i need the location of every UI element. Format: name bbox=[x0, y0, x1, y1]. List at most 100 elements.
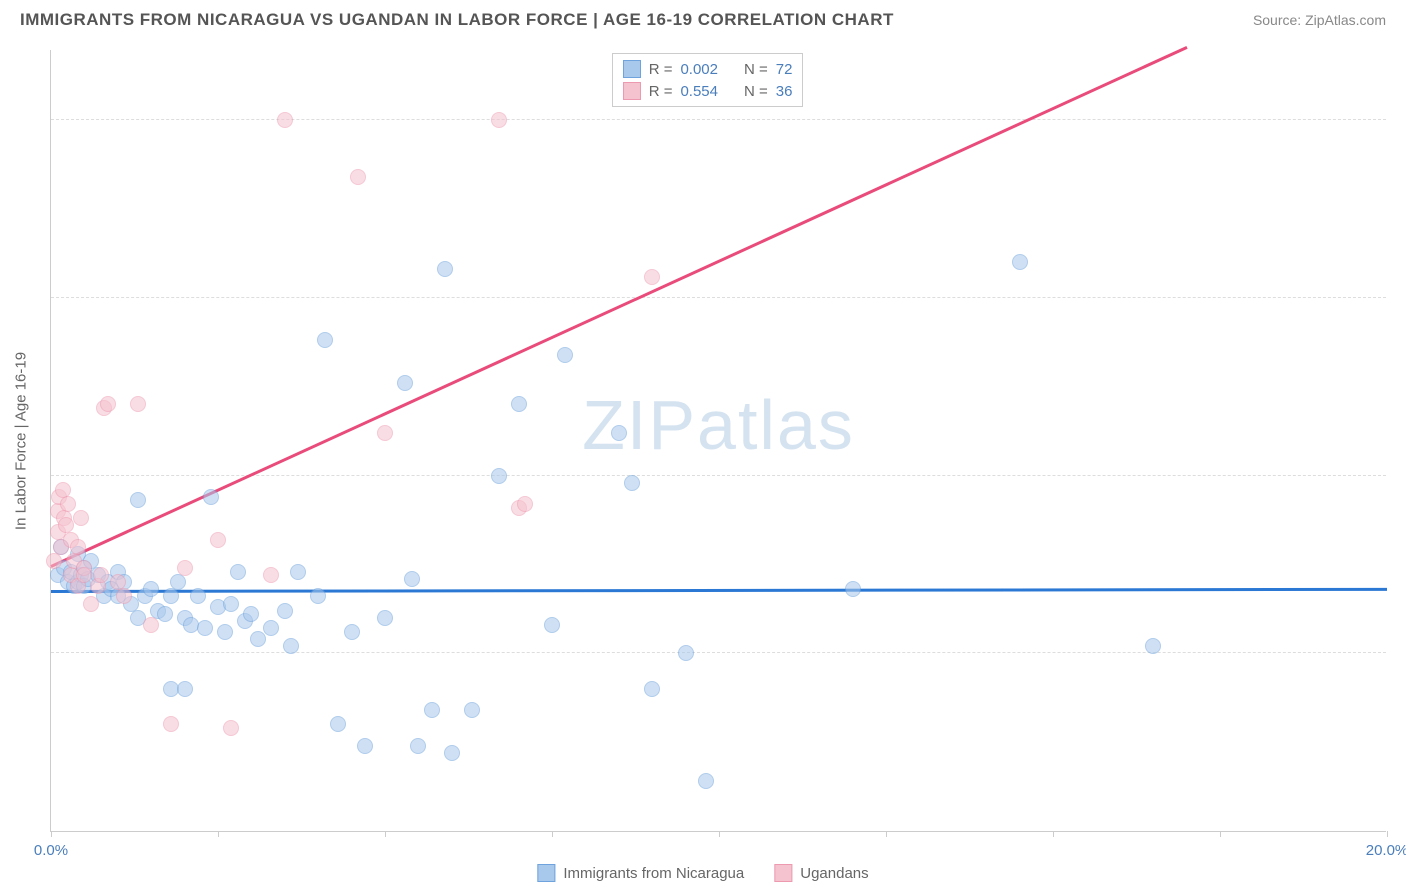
correlation-legend: R = 0.002 N = 72 R = 0.554 N = 36 bbox=[612, 53, 804, 107]
x-tick bbox=[886, 831, 887, 837]
data-point bbox=[310, 588, 326, 604]
data-point bbox=[263, 567, 279, 583]
data-point bbox=[70, 539, 86, 555]
data-point bbox=[317, 332, 333, 348]
data-point bbox=[611, 425, 627, 441]
data-point bbox=[511, 396, 527, 412]
data-point bbox=[130, 396, 146, 412]
legend-swatch bbox=[623, 60, 641, 78]
data-point bbox=[698, 773, 714, 789]
data-point bbox=[190, 588, 206, 604]
data-point bbox=[350, 169, 366, 185]
x-tick bbox=[218, 831, 219, 837]
data-point bbox=[404, 571, 420, 587]
data-point bbox=[217, 624, 233, 640]
data-point bbox=[93, 567, 109, 583]
trend-line bbox=[51, 588, 1387, 593]
data-point bbox=[46, 553, 62, 569]
r-value: 0.002 bbox=[680, 61, 718, 78]
data-point bbox=[223, 596, 239, 612]
legend-item: Immigrants from Nicaragua bbox=[537, 864, 744, 882]
data-point bbox=[277, 603, 293, 619]
data-point bbox=[1012, 254, 1028, 270]
n-value: 72 bbox=[776, 61, 793, 78]
data-point bbox=[157, 606, 173, 622]
y-axis-label: In Labor Force | Age 16-19 bbox=[13, 351, 30, 529]
data-point bbox=[177, 681, 193, 697]
data-point bbox=[1145, 638, 1161, 654]
gridline bbox=[51, 119, 1386, 120]
legend-label: Ugandans bbox=[800, 865, 868, 882]
y-tick-label: 25.0% bbox=[1396, 628, 1406, 645]
gridline bbox=[51, 652, 1386, 653]
data-point bbox=[344, 624, 360, 640]
data-point bbox=[243, 606, 259, 622]
data-point bbox=[283, 638, 299, 654]
data-point bbox=[377, 425, 393, 441]
data-point bbox=[263, 620, 279, 636]
data-point bbox=[163, 588, 179, 604]
legend-label: Immigrants from Nicaragua bbox=[563, 865, 744, 882]
x-tick bbox=[1387, 831, 1388, 837]
data-point bbox=[60, 496, 76, 512]
data-point bbox=[223, 720, 239, 736]
y-tick-label: 50.0% bbox=[1396, 450, 1406, 467]
data-point bbox=[143, 617, 159, 633]
data-point bbox=[544, 617, 560, 633]
r-value: 0.554 bbox=[680, 83, 718, 100]
header: IMMIGRANTS FROM NICARAGUA VS UGANDAN IN … bbox=[0, 0, 1406, 35]
data-point bbox=[290, 564, 306, 580]
data-point bbox=[437, 261, 453, 277]
data-point bbox=[410, 738, 426, 754]
legend-item: Ugandans bbox=[774, 864, 868, 882]
watermark-zip: ZIP bbox=[582, 386, 697, 464]
data-point bbox=[491, 112, 507, 128]
data-point bbox=[557, 347, 573, 363]
data-point bbox=[624, 475, 640, 491]
r-label: R = bbox=[649, 83, 673, 100]
data-point bbox=[357, 738, 373, 754]
data-point bbox=[491, 468, 507, 484]
n-label: N = bbox=[744, 61, 768, 78]
legend-swatch bbox=[537, 864, 555, 882]
data-point bbox=[210, 532, 226, 548]
source-attribution: Source: ZipAtlas.com bbox=[1253, 12, 1386, 28]
data-point bbox=[444, 745, 460, 761]
n-label: N = bbox=[744, 83, 768, 100]
data-point bbox=[250, 631, 266, 647]
data-point bbox=[678, 645, 694, 661]
n-value: 36 bbox=[776, 83, 793, 100]
x-tick-label: 0.0% bbox=[34, 842, 68, 859]
gridline bbox=[51, 297, 1386, 298]
data-point bbox=[517, 496, 533, 512]
x-tick bbox=[51, 831, 52, 837]
data-point bbox=[197, 620, 213, 636]
x-tick bbox=[385, 831, 386, 837]
data-point bbox=[100, 396, 116, 412]
watermark-atlas: atlas bbox=[697, 386, 855, 464]
correlation-legend-row: R = 0.002 N = 72 bbox=[623, 58, 793, 80]
x-tick bbox=[1053, 831, 1054, 837]
x-tick bbox=[719, 831, 720, 837]
x-tick bbox=[1220, 831, 1221, 837]
data-point bbox=[83, 596, 99, 612]
r-label: R = bbox=[649, 61, 673, 78]
data-point bbox=[330, 716, 346, 732]
data-point bbox=[397, 375, 413, 391]
data-point bbox=[845, 581, 861, 597]
data-point bbox=[177, 560, 193, 576]
y-tick-label: 100.0% bbox=[1396, 95, 1406, 112]
data-point bbox=[170, 574, 186, 590]
data-point bbox=[230, 564, 246, 580]
data-point bbox=[377, 610, 393, 626]
y-tick-label: 75.0% bbox=[1396, 272, 1406, 289]
source-link[interactable]: ZipAtlas.com bbox=[1305, 12, 1386, 28]
data-point bbox=[644, 681, 660, 697]
data-point bbox=[277, 112, 293, 128]
data-point bbox=[130, 492, 146, 508]
series-legend: Immigrants from Nicaragua Ugandans bbox=[537, 864, 868, 882]
source-prefix: Source: bbox=[1253, 12, 1305, 28]
legend-swatch bbox=[774, 864, 792, 882]
data-point bbox=[424, 702, 440, 718]
data-point bbox=[73, 510, 89, 526]
